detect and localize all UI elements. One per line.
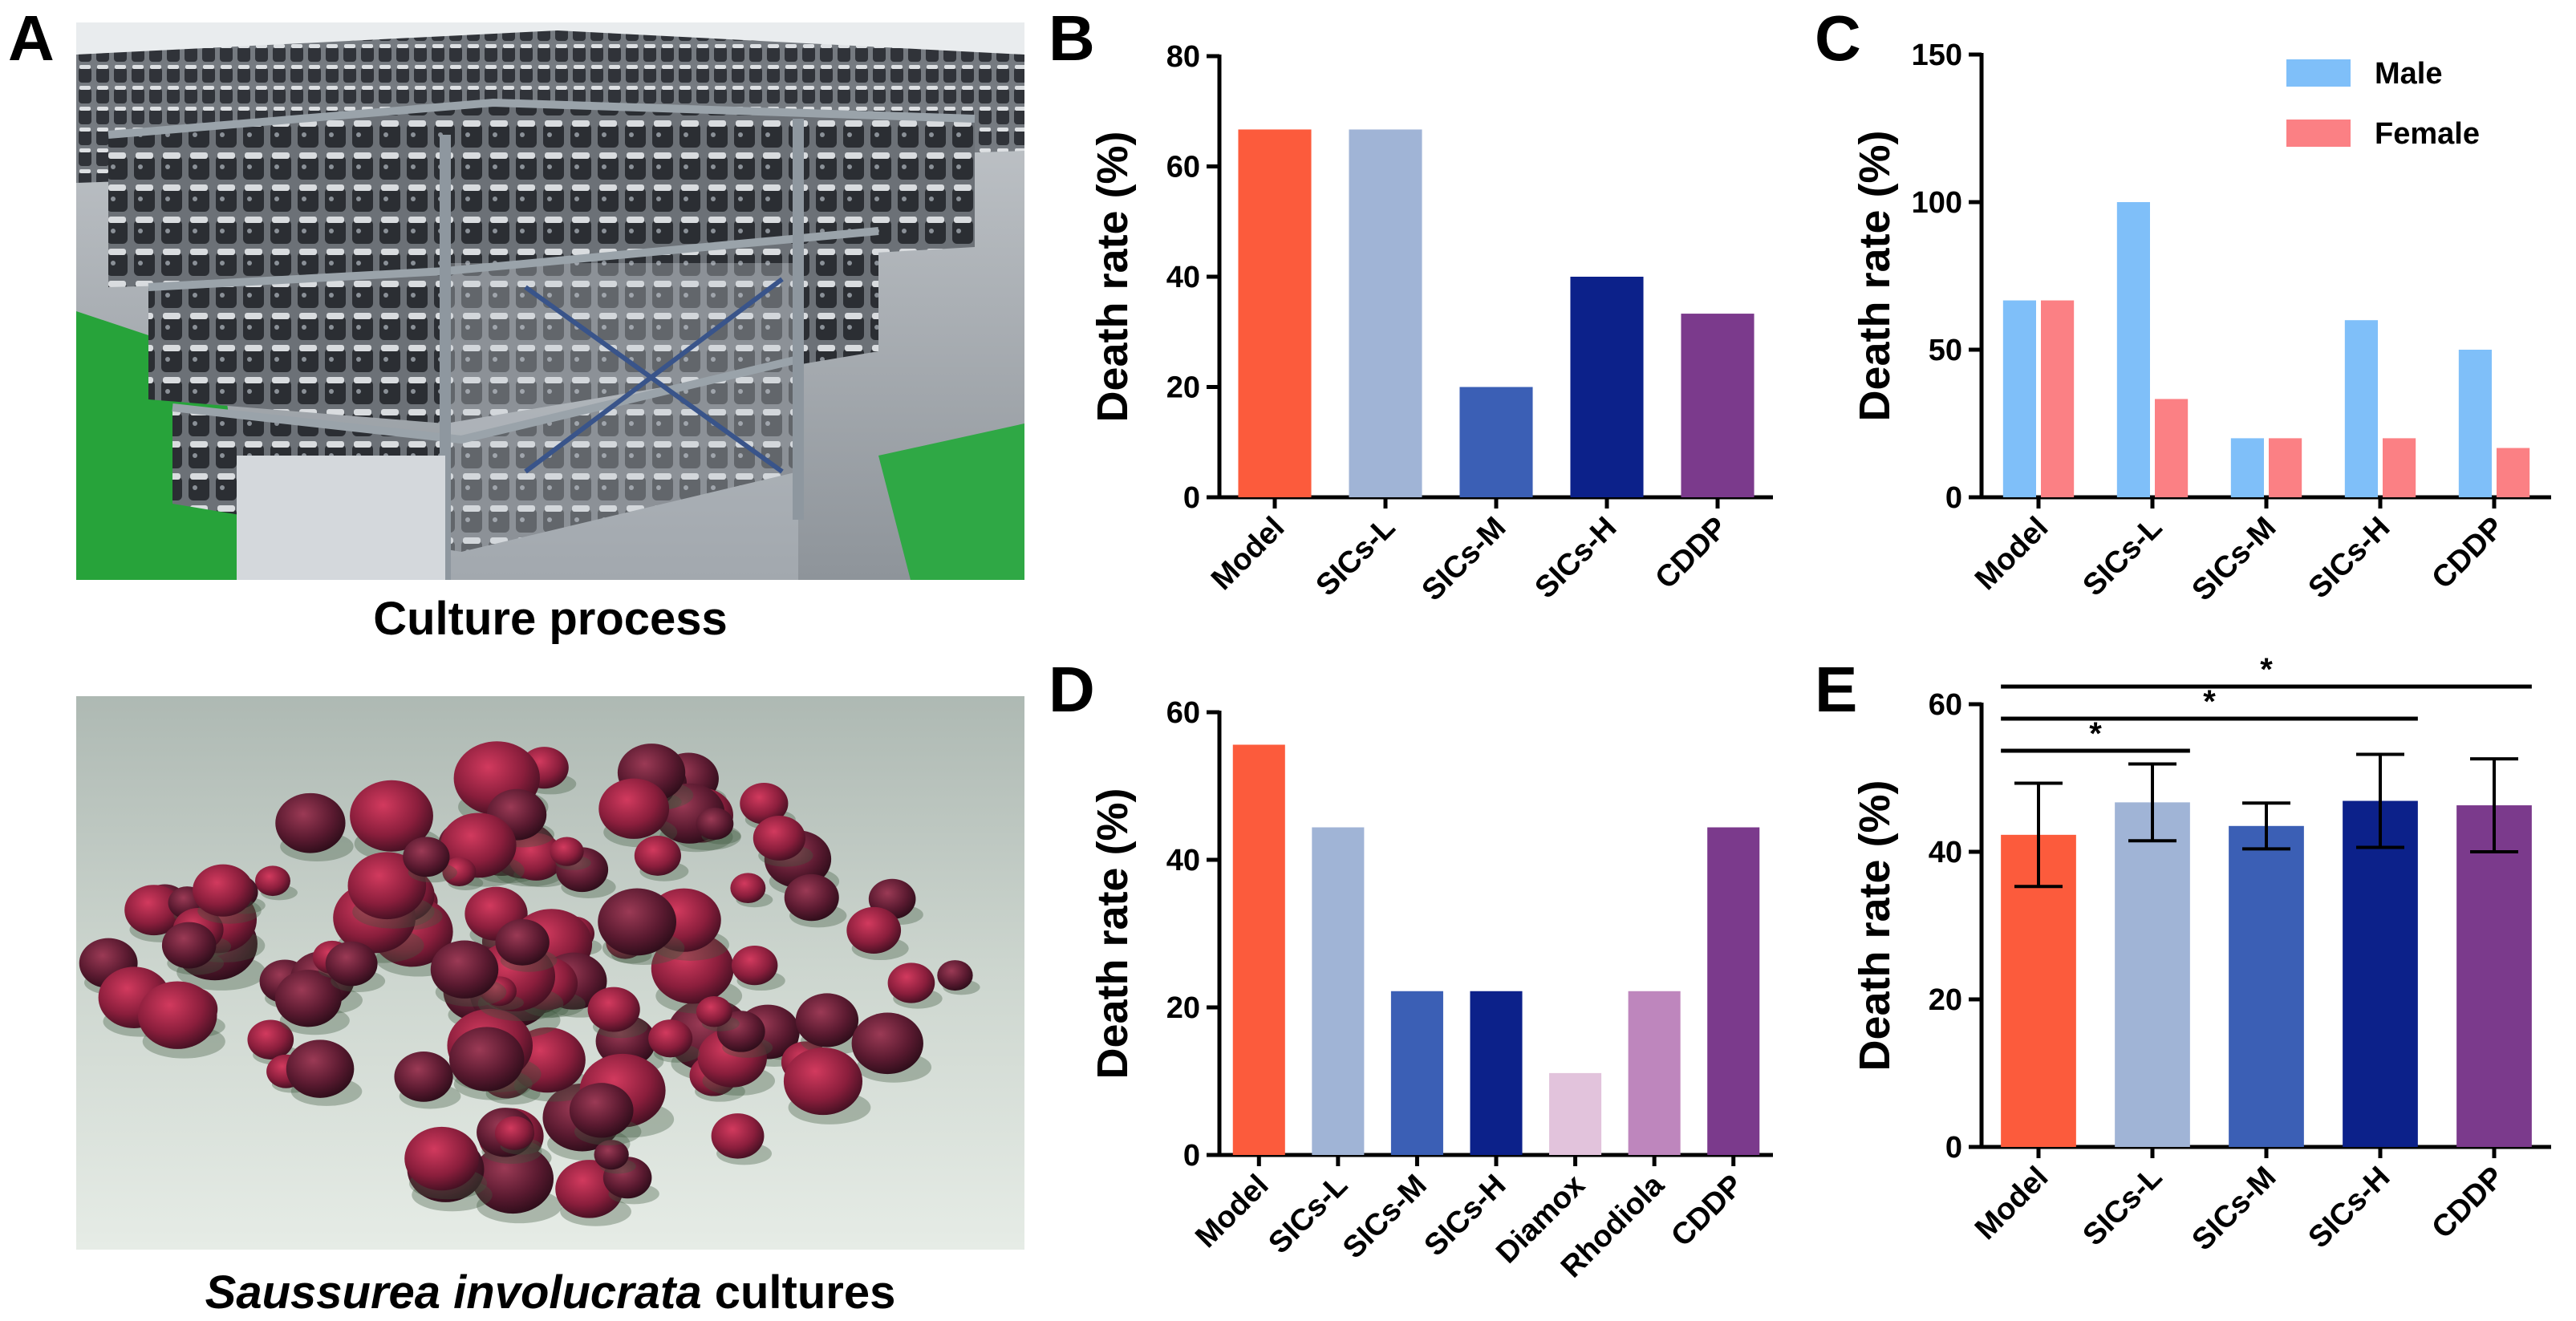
bar-cddp — [1707, 827, 1760, 1155]
bar-female-sics-l — [2155, 399, 2189, 497]
y-tick-label: 20 — [1929, 983, 1962, 1017]
saussurea-cultures-photo — [76, 696, 1024, 1250]
significance-star: * — [2260, 652, 2273, 687]
bar-diamox — [1549, 1072, 1602, 1155]
bar-female-sics-m — [2269, 438, 2302, 497]
significance-star: * — [2203, 684, 2216, 719]
bar-female-sics-h — [2383, 438, 2416, 497]
y-tick-label: 40 — [1166, 261, 1200, 294]
x-tick-label: SICs-H — [2302, 1161, 2397, 1255]
bar-cddp — [1681, 314, 1755, 497]
y-axis-label: Death rate (%) — [1851, 130, 1899, 421]
y-tick-label: 100 — [1912, 186, 1962, 220]
bar-female-model — [2041, 300, 2075, 497]
x-tick-label: SICs-M — [2186, 511, 2283, 608]
bar-model — [1238, 129, 1312, 497]
cultures-word: cultures — [701, 1266, 896, 1319]
bar-sics-h — [1470, 991, 1523, 1155]
x-tick-label: SICs-M — [2186, 1161, 2283, 1258]
legend-label-female: Female — [2375, 117, 2480, 151]
y-axis-label: Death rate (%) — [1851, 780, 1899, 1071]
y-tick-label: 60 — [1166, 151, 1200, 184]
saussurea-cultures-caption: Saussurea involucrata cultures — [76, 1266, 1024, 1319]
y-tick-label: 40 — [1166, 844, 1200, 877]
x-tick-label: Model — [1189, 1169, 1275, 1254]
y-axis-label: Death rate (%) — [1089, 788, 1137, 1079]
x-tick-label: Model — [1969, 511, 2055, 597]
x-tick-label: CDDP — [1649, 511, 1734, 596]
bar-sics-l — [1349, 129, 1422, 497]
bar-cddp — [2456, 805, 2532, 1147]
y-tick-label: 20 — [1166, 991, 1200, 1025]
bar-sics-l — [1312, 827, 1365, 1155]
x-tick-label: SICs-L — [2077, 1161, 2169, 1253]
y-tick-label: 60 — [1929, 688, 1962, 722]
y-tick-label: 60 — [1166, 696, 1200, 730]
bar-male-sics-m — [2230, 438, 2264, 497]
panel-label-c: C — [1815, 2, 1861, 74]
legend-swatch-female — [2286, 120, 2351, 147]
bar-male-sics-l — [2116, 202, 2150, 497]
x-tick-label: CDDP — [1665, 1169, 1750, 1254]
y-tick-label: 20 — [1166, 371, 1200, 405]
culture-process-photo — [76, 22, 1024, 580]
x-tick-label: SICs-L — [1310, 511, 1402, 603]
bar-sics-h — [2343, 800, 2418, 1147]
x-tick-label: SICs-L — [2077, 511, 2169, 603]
legend-label-male: Male — [2375, 57, 2442, 91]
species-name: Saussurea involucrata — [205, 1266, 702, 1319]
bar-male-cddp — [2458, 350, 2492, 497]
y-tick-label: 40 — [1929, 836, 1962, 869]
y-tick-label: 80 — [1166, 40, 1200, 74]
culture-process-caption: Culture process — [373, 593, 728, 645]
bar-sics-m — [1459, 387, 1533, 497]
bar-male-sics-h — [2344, 320, 2378, 497]
panel-label-e: E — [1815, 654, 1858, 725]
y-tick-label: 150 — [1912, 38, 1962, 72]
x-tick-label: SICs-H — [2302, 511, 2397, 606]
x-tick-label: SICs-L — [1262, 1169, 1354, 1261]
panel-label-b: B — [1049, 2, 1095, 74]
bar-male-model — [2002, 300, 2036, 497]
y-tick-label: 50 — [1929, 334, 1962, 367]
x-tick-label: SICs-H — [1529, 511, 1624, 606]
x-tick-label: CDDP — [2426, 1161, 2511, 1246]
y-tick-label: 0 — [1183, 1139, 1200, 1173]
bar-sics-m — [2229, 825, 2304, 1147]
x-tick-label: CDDP — [2426, 511, 2511, 596]
bar-model — [1232, 744, 1285, 1155]
bar-rhodiola — [1628, 991, 1681, 1155]
y-tick-label: 0 — [1945, 1131, 1962, 1165]
bar-sics-l — [2115, 802, 2190, 1147]
x-tick-label: SICs-M — [1337, 1169, 1434, 1266]
chart-d: Death rate (%)0204060ModelSICs-LSICs-MSI… — [1089, 696, 1773, 1284]
x-tick-label: SICs-M — [1416, 511, 1513, 608]
y-tick-label: 0 — [1183, 481, 1200, 515]
significance-star: * — [2089, 716, 2102, 752]
bar-female-cddp — [2497, 448, 2530, 497]
panel-label-a: A — [8, 2, 55, 74]
y-tick-label: 0 — [1945, 481, 1962, 515]
y-axis-label: Death rate (%) — [1089, 131, 1137, 422]
bar-sics-h — [1570, 277, 1644, 497]
x-tick-label: Model — [1205, 511, 1291, 597]
bar-sics-m — [1390, 991, 1443, 1155]
x-tick-label: Model — [1969, 1161, 2055, 1246]
chart-b: Death rate (%) 0 20 40 60 80 Model SICs-L SICs-M… — [1089, 40, 1773, 608]
chart-c: Death rate (%) 0 50 100 150 Male Female Model SI… — [1851, 38, 2551, 608]
panel-label-d: D — [1049, 654, 1095, 725]
legend-swatch-male — [2286, 59, 2351, 87]
